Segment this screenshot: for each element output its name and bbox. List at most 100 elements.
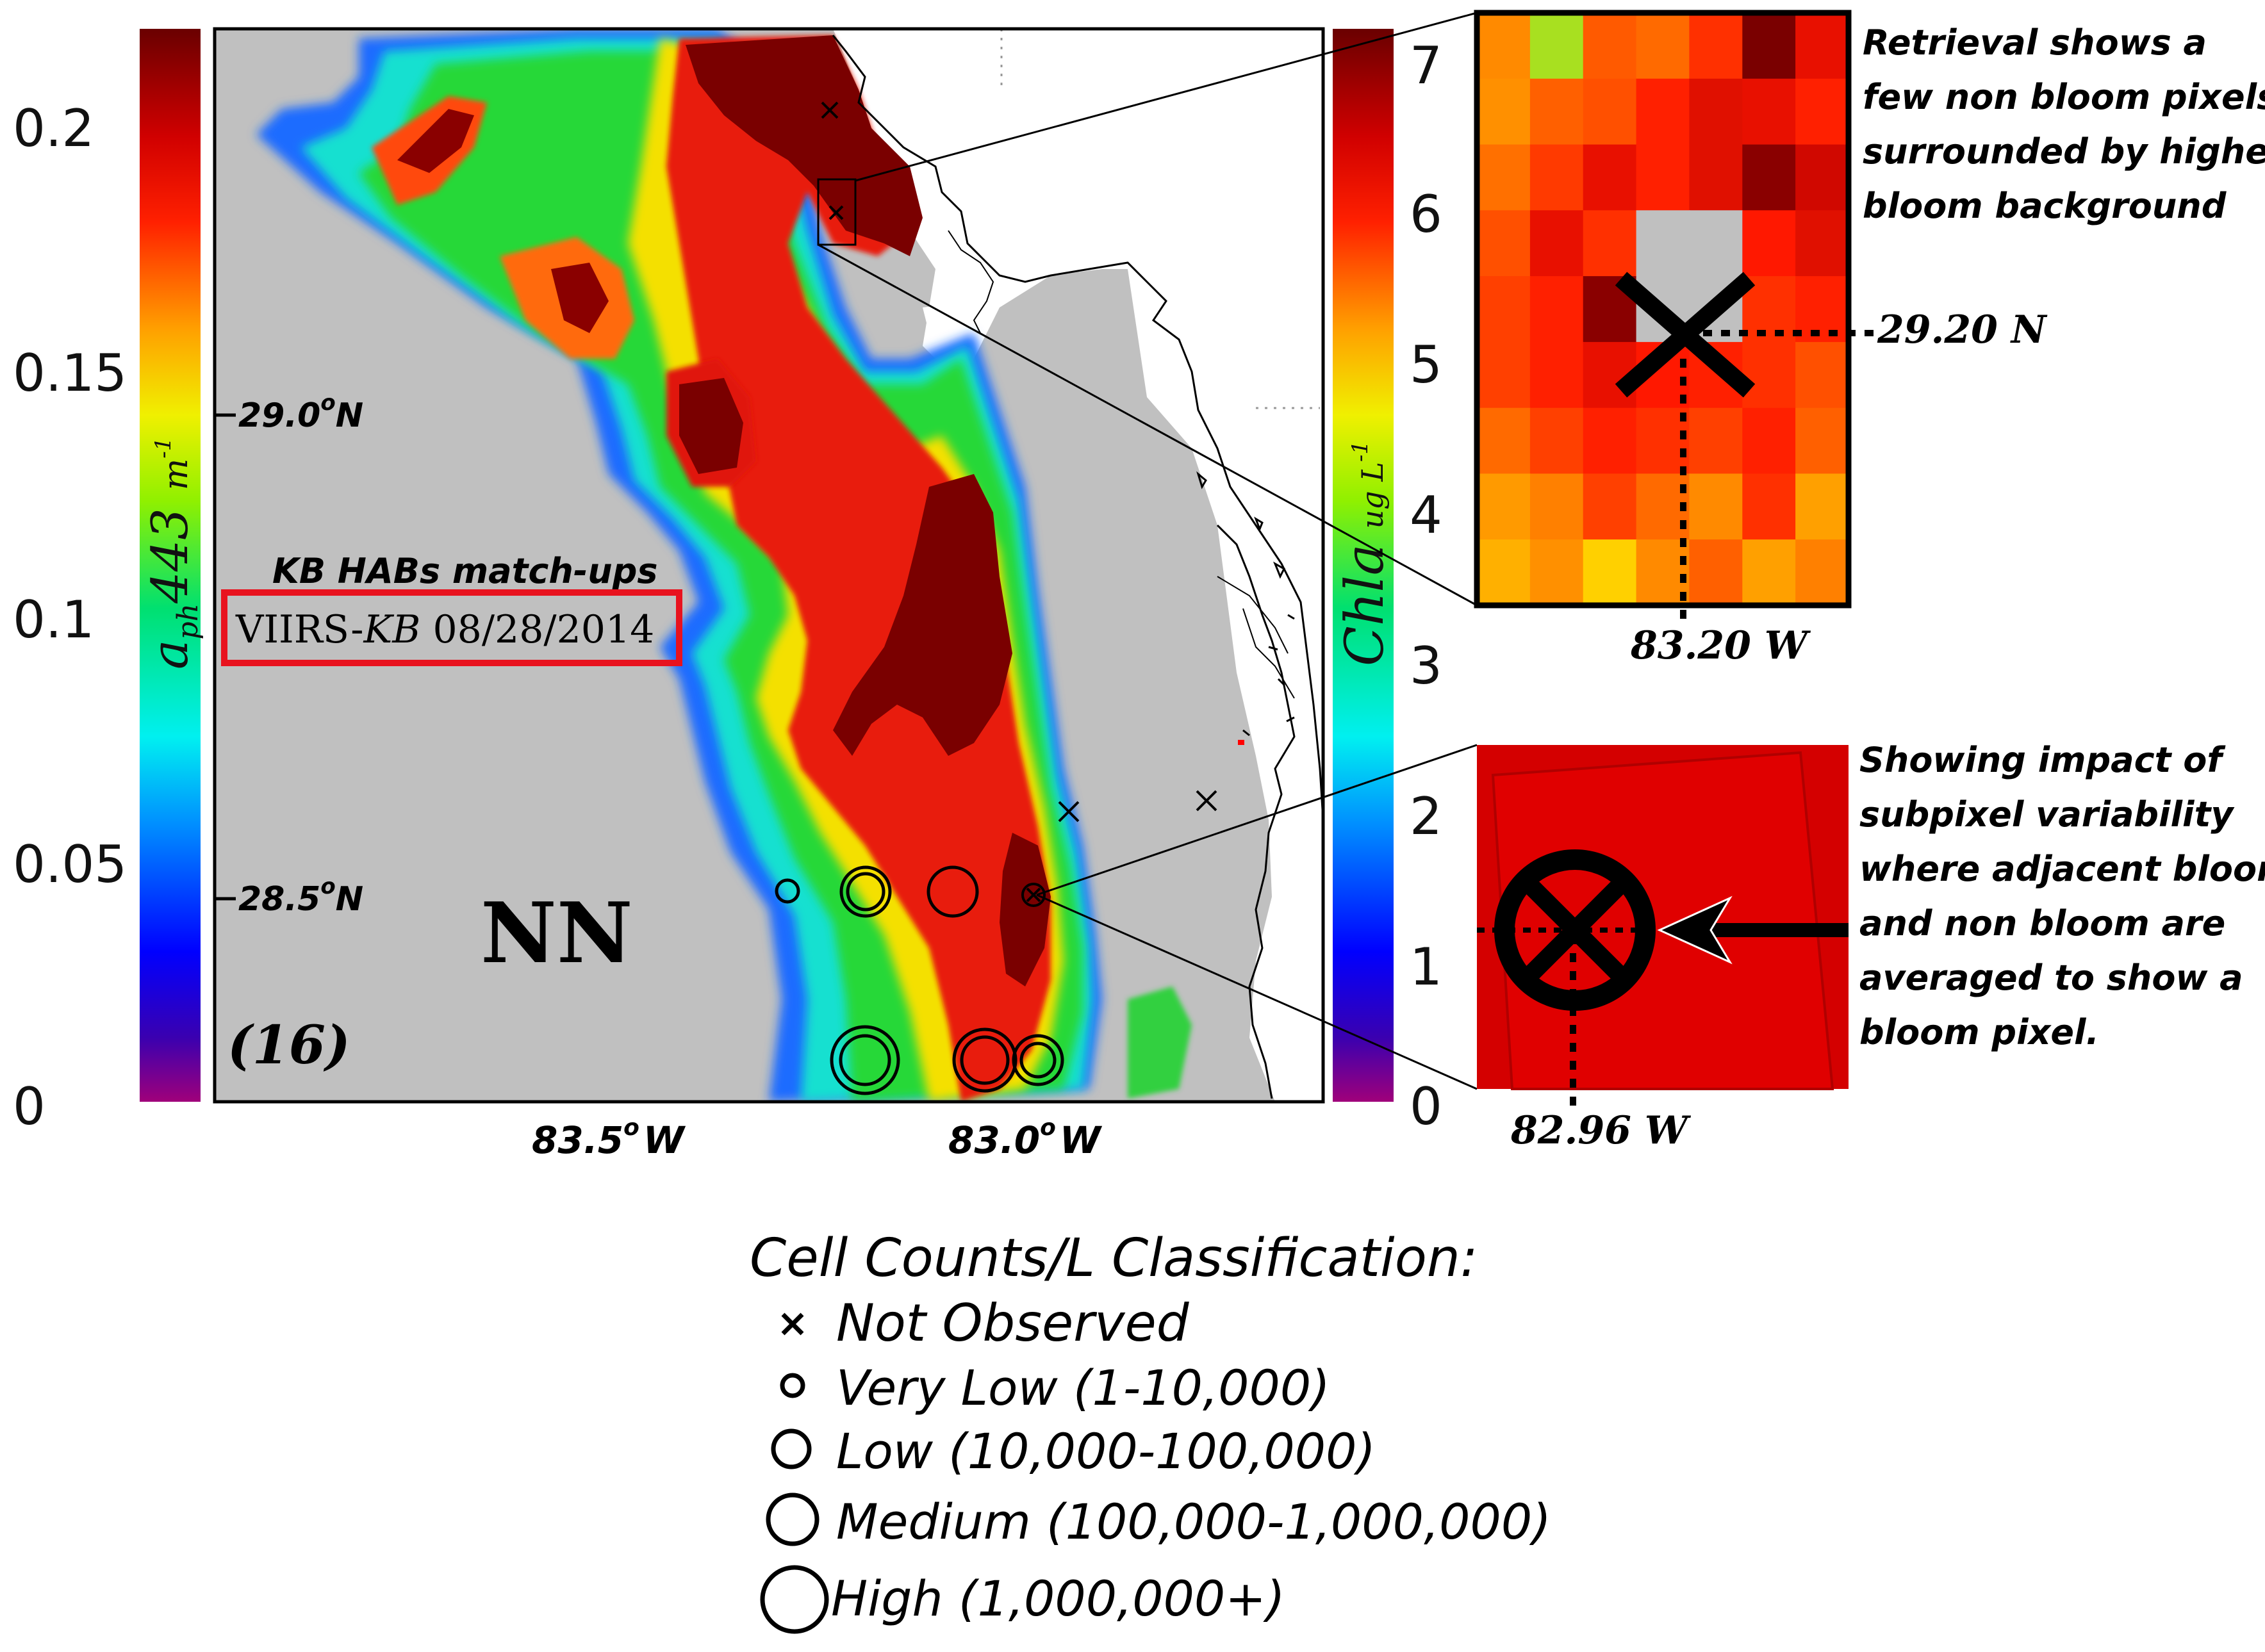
lat-label-28-5: 28.5oN	[215, 874, 363, 919]
inset-pixel	[1529, 13, 1584, 79]
lon-label-83-5: 83.5o W	[532, 1115, 686, 1162]
svg-text:83.0oW: 83.0o W	[948, 1115, 1103, 1162]
bloom-west-3-core	[679, 378, 743, 474]
inset-pixel	[1477, 144, 1531, 211]
legend-label: High (1,000,000+)	[831, 1570, 1285, 1627]
legend-medium-circle-icon	[766, 1493, 820, 1546]
inset-pixel	[1529, 78, 1584, 145]
left-tick-2: 0.1	[13, 590, 94, 650]
inset-pixel	[1636, 78, 1690, 145]
inset-bottom-annotation-line: where adjacent bloom	[1859, 849, 2265, 889]
lat-29-deg: o	[320, 390, 335, 416]
legend-label: Medium (100,000-1,000,000)	[836, 1493, 1551, 1550]
inset-pixel	[1529, 144, 1584, 211]
bloom-west-2-core	[551, 263, 609, 333]
inset-bottom-arrow	[1657, 896, 1849, 965]
legend-label: Not Observed	[836, 1293, 1190, 1353]
legend-item-not-observed: Not Observed	[781, 1293, 1190, 1353]
svg-text:83.5oW: 83.5o W	[532, 1115, 686, 1162]
medium-marker	[1012, 1034, 1064, 1086]
inset-pixel	[1477, 341, 1531, 409]
inset-pixel	[1795, 407, 1849, 475]
left-label-unit: m	[157, 459, 195, 490]
not-observed-marker	[821, 101, 839, 119]
inset-pixel	[1477, 473, 1531, 541]
lat-29-hemi: N	[336, 397, 364, 435]
lon-83-5-deg: o	[623, 1115, 639, 1141]
inset-pixel	[1529, 210, 1584, 277]
inset-pixel	[1636, 144, 1690, 211]
inset-top-lon-label: 83.20 W	[1630, 623, 1811, 668]
panel-code: NN	[481, 884, 633, 982]
inset-pixel	[1477, 407, 1531, 475]
left-label-sub: ph	[172, 603, 204, 640]
inset-pixel	[1689, 210, 1743, 277]
lat-28-5-deg: o	[320, 874, 335, 899]
left-tick-0: 0.2	[13, 99, 94, 158]
inset-pixel	[1742, 144, 1797, 211]
high-marker	[952, 1027, 1017, 1093]
caption-box	[221, 589, 682, 666]
inset-pixel	[1795, 341, 1849, 409]
inset-pixel	[1636, 210, 1690, 277]
bloom-core-north	[686, 35, 923, 256]
inset-bottom-annotation: Showing impact of subpixel variability w…	[1859, 740, 2265, 1052]
left-label-exp: -1	[151, 438, 176, 459]
inset-top-lat-label: 29.20 N	[1877, 307, 2048, 352]
legend: Cell Counts/L Classification: Not Observ…	[750, 1228, 1551, 1634]
inset-pixel	[1477, 276, 1531, 343]
left-tick-3: 0.05	[13, 835, 127, 894]
lon-83-5-hemi: W	[643, 1118, 686, 1162]
inset-pixel	[1529, 407, 1584, 475]
inset-pixel	[1795, 473, 1849, 541]
right-tick-3: 3	[1410, 636, 1442, 696]
right-tick-4: 4	[1410, 486, 1442, 545]
inset-top-annotation: Retrieval shows a few non bloom pixels s…	[1863, 22, 2265, 226]
inset-pixel	[1477, 539, 1531, 606]
inset-locator-box	[817, 178, 857, 246]
coastline-islands	[1196, 471, 1295, 737]
inset-pixel	[1689, 407, 1743, 475]
inset-pixel	[1795, 210, 1849, 277]
red-pixel	[1238, 740, 1244, 745]
inset-pixel	[1742, 539, 1797, 606]
legend-label: Low (10,000-100,000)	[836, 1423, 1376, 1480]
legend-item-low: Low (10,000-100,000)	[771, 1423, 1376, 1480]
not-observed-marker	[1058, 801, 1080, 822]
coastline-detail-2	[948, 230, 1295, 699]
inset-bottom-rotated-pixel	[1491, 751, 1834, 1090]
inset-pixel	[1795, 78, 1849, 145]
medium-marker	[839, 865, 892, 918]
inset-top-annotation-line: surrounded by higher	[1863, 131, 2265, 172]
inset-pixel	[1742, 210, 1797, 277]
inset-pixel	[1689, 144, 1743, 211]
caption-box-italic: KB	[363, 607, 420, 652]
svg-text:29.0oN: 29.0oN	[238, 390, 363, 435]
inset-pixel	[1742, 341, 1797, 409]
caption-box-text: VIIRS-KB 08/28/2014	[235, 607, 654, 652]
inset-top-pixel-grid	[1477, 13, 1849, 606]
right-tick-0: 0	[1410, 1077, 1442, 1136]
very-low-marker	[775, 878, 800, 904]
inset-pixel	[1636, 13, 1690, 79]
inset-pixel	[1583, 407, 1637, 475]
legend-title: Cell Counts/L Classification:	[750, 1228, 1478, 1289]
inset-pixel	[1795, 13, 1849, 79]
inset-pixel	[1529, 276, 1584, 343]
bloom-core-center	[833, 474, 1012, 756]
inset-pixel	[1742, 13, 1797, 79]
inset-pixel	[1795, 144, 1849, 211]
inset-pixel	[1795, 539, 1849, 606]
right-colorbar-gradient	[1333, 29, 1394, 1102]
inset-pixel	[1477, 13, 1531, 79]
legend-item-very-low: Very Low (1-10,000)	[780, 1359, 1330, 1416]
east-patch-green	[1128, 986, 1192, 1099]
lon-83-0-deg: o	[1040, 1115, 1056, 1141]
right-tick-6: 6	[1410, 184, 1442, 244]
lat-label-29: 29.0oN	[215, 390, 363, 435]
lon-83-5-value: 83.5	[532, 1118, 623, 1162]
right-colorbar: 7 6 5 4 3 2 1 0 Chla ug L-1	[1333, 29, 1442, 1136]
medium-marker	[927, 865, 979, 918]
